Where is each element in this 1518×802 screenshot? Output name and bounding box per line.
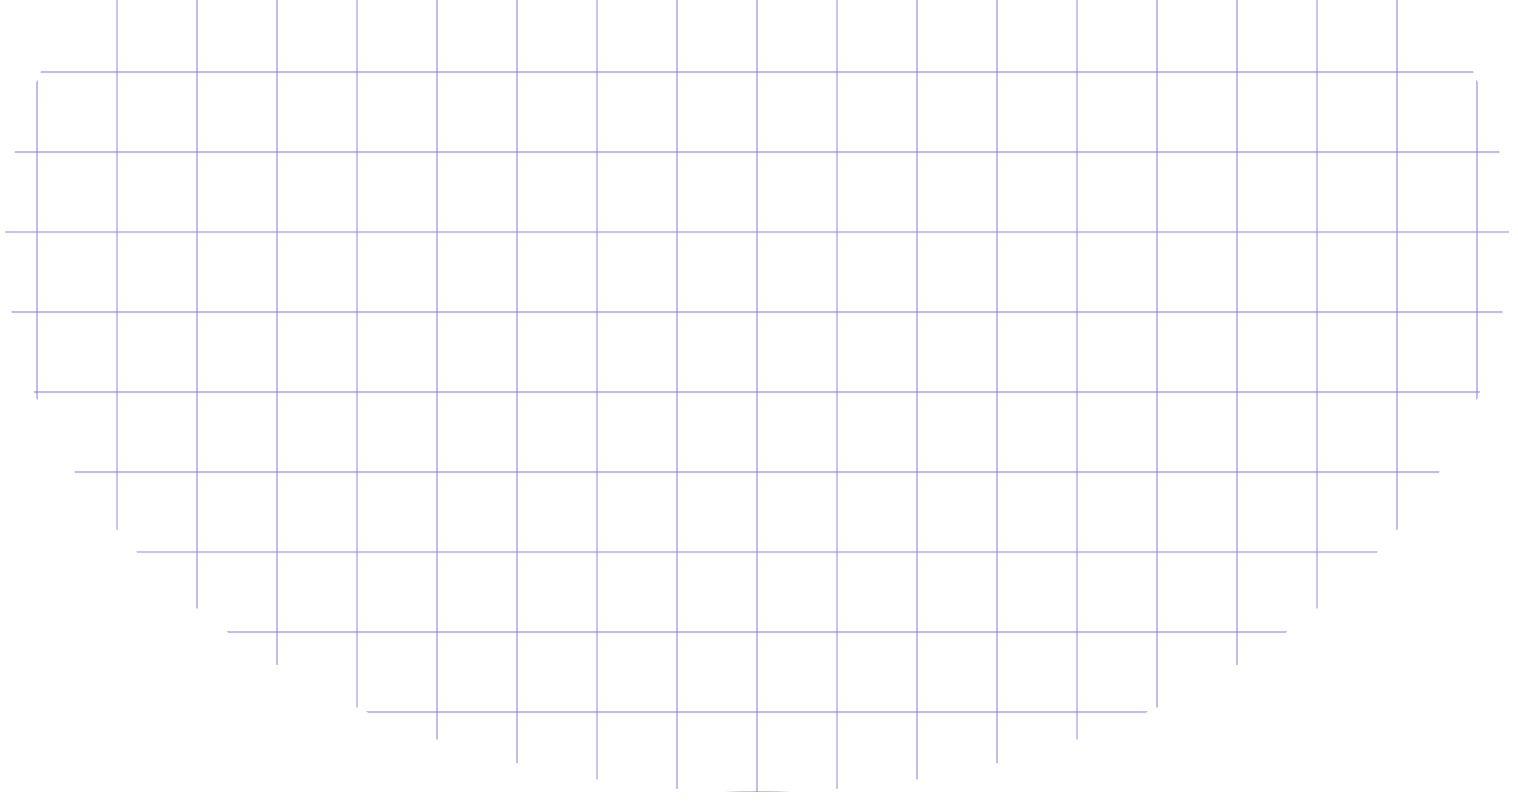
graticule-canvas [0, 0, 1518, 802]
grid-line-group [5, 0, 1509, 792]
graticule-svg [0, 0, 1518, 802]
canvas-background [0, 0, 1518, 802]
